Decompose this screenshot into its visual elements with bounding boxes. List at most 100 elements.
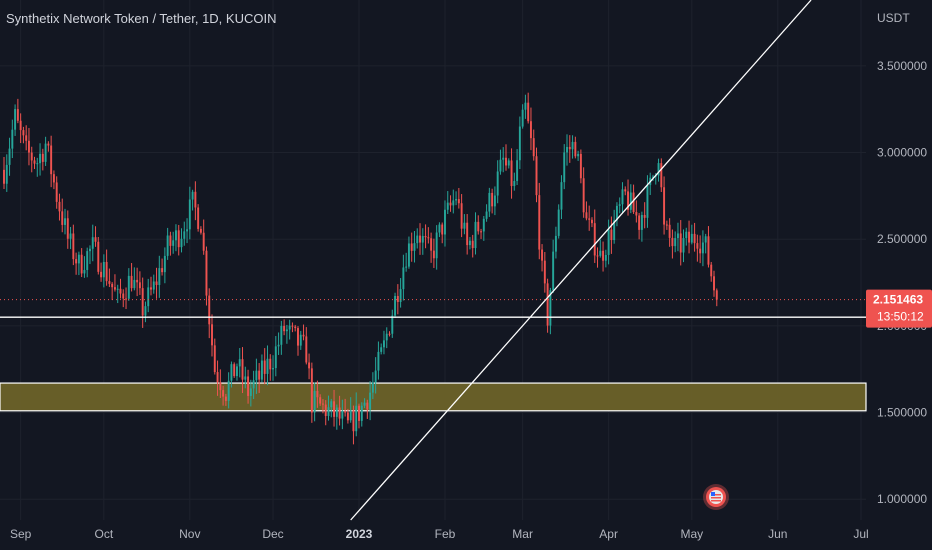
candle-body <box>61 211 64 225</box>
candle-body <box>177 230 180 248</box>
candle-body <box>305 336 308 363</box>
candle-body <box>127 275 130 299</box>
candle-body <box>402 267 405 290</box>
candle-body <box>258 370 261 380</box>
candle-body <box>629 192 632 210</box>
candle-body <box>674 238 677 247</box>
y-tick-label: 2.500000 <box>877 232 927 246</box>
candle-body <box>596 255 599 257</box>
candle-body <box>186 229 189 232</box>
candle-body <box>410 243 413 251</box>
candles <box>3 92 718 445</box>
x-tick-label: Feb <box>435 527 456 541</box>
candle-body <box>302 334 305 337</box>
candle-body <box>441 224 444 235</box>
candle-body <box>252 380 255 389</box>
support-zone-layer[interactable] <box>0 382 867 412</box>
candle-body <box>557 209 560 236</box>
candle-body <box>308 362 311 369</box>
candle-body <box>665 224 668 226</box>
candle-body <box>64 218 66 225</box>
candle-body <box>380 347 383 352</box>
candle-body <box>249 388 252 396</box>
candle-body <box>255 370 258 381</box>
candle-body <box>274 346 277 369</box>
candle-body <box>133 279 136 289</box>
candle-body <box>152 281 155 290</box>
time-axis[interactable]: Sep Oct Nov Dec 2023 Feb Mar Apr May Jun Jul <box>10 527 869 541</box>
candle-body <box>535 156 538 196</box>
candle-body <box>549 290 552 326</box>
candle-body <box>147 287 150 307</box>
candle-body <box>205 250 208 296</box>
candle-body <box>471 240 474 249</box>
flag-icon[interactable] <box>703 484 729 510</box>
candle-body <box>652 176 654 178</box>
candle-body <box>158 268 161 285</box>
candle-body <box>457 199 460 204</box>
candle-body <box>416 235 419 244</box>
candle-body <box>468 240 471 246</box>
last-price-badge: 2.151463 13:50:12 <box>866 289 932 328</box>
candle-body <box>679 233 682 253</box>
candle-body <box>505 157 507 166</box>
candle-body <box>707 236 710 265</box>
candle-body <box>407 243 410 267</box>
candle-body <box>688 231 691 243</box>
candle-body <box>72 233 75 260</box>
candle-body <box>224 396 227 401</box>
x-tick-label: Jun <box>768 527 787 541</box>
candle-body <box>316 390 319 398</box>
candle-body <box>216 372 219 383</box>
candle-body <box>8 148 11 165</box>
candle-body <box>419 235 421 243</box>
candle-body <box>371 382 374 393</box>
candle-body <box>355 405 358 432</box>
x-tick-label: Jul <box>853 527 868 541</box>
candle-body <box>208 295 211 325</box>
candle-body <box>444 209 446 235</box>
x-tick-label: Apr <box>599 527 618 541</box>
candle-body <box>349 410 352 421</box>
candle-body <box>194 191 197 208</box>
candle-body <box>47 143 50 146</box>
candle-body <box>699 248 702 254</box>
candle-body <box>150 287 152 290</box>
candle-body <box>27 140 30 153</box>
candle-body <box>155 281 158 285</box>
candle-body <box>715 290 718 300</box>
trend-line[interactable] <box>350 0 812 521</box>
price-axis[interactable]: 1.0000001.5000002.0000002.5000003.000000… <box>877 59 927 506</box>
candle-body <box>566 146 568 153</box>
candle-body <box>635 212 638 216</box>
candle-body <box>643 214 646 218</box>
candle-body <box>122 293 125 299</box>
candle-body <box>283 325 286 332</box>
candle-body <box>222 390 225 397</box>
candle-body <box>521 109 524 127</box>
candle-body <box>130 275 133 289</box>
candle-body <box>119 288 122 294</box>
candle-body <box>324 404 327 416</box>
candle-body <box>86 251 89 270</box>
candle-body <box>111 283 114 288</box>
candle-body <box>202 232 205 251</box>
candle-body <box>690 233 693 243</box>
support-zone[interactable] <box>0 382 867 412</box>
candle-body <box>183 231 186 239</box>
candle-body <box>430 238 433 251</box>
candle-body <box>369 392 372 410</box>
candle-body <box>39 153 42 164</box>
candle-body <box>624 189 627 192</box>
candle-body <box>421 235 424 243</box>
x-tick-label: Oct <box>95 527 114 541</box>
candle-body <box>482 218 485 232</box>
candle-body <box>297 328 299 346</box>
candle-body <box>172 240 175 246</box>
candle-body <box>44 143 47 162</box>
candle-body <box>446 202 449 210</box>
drawing-layer[interactable] <box>0 0 866 521</box>
candle-body <box>696 243 699 249</box>
